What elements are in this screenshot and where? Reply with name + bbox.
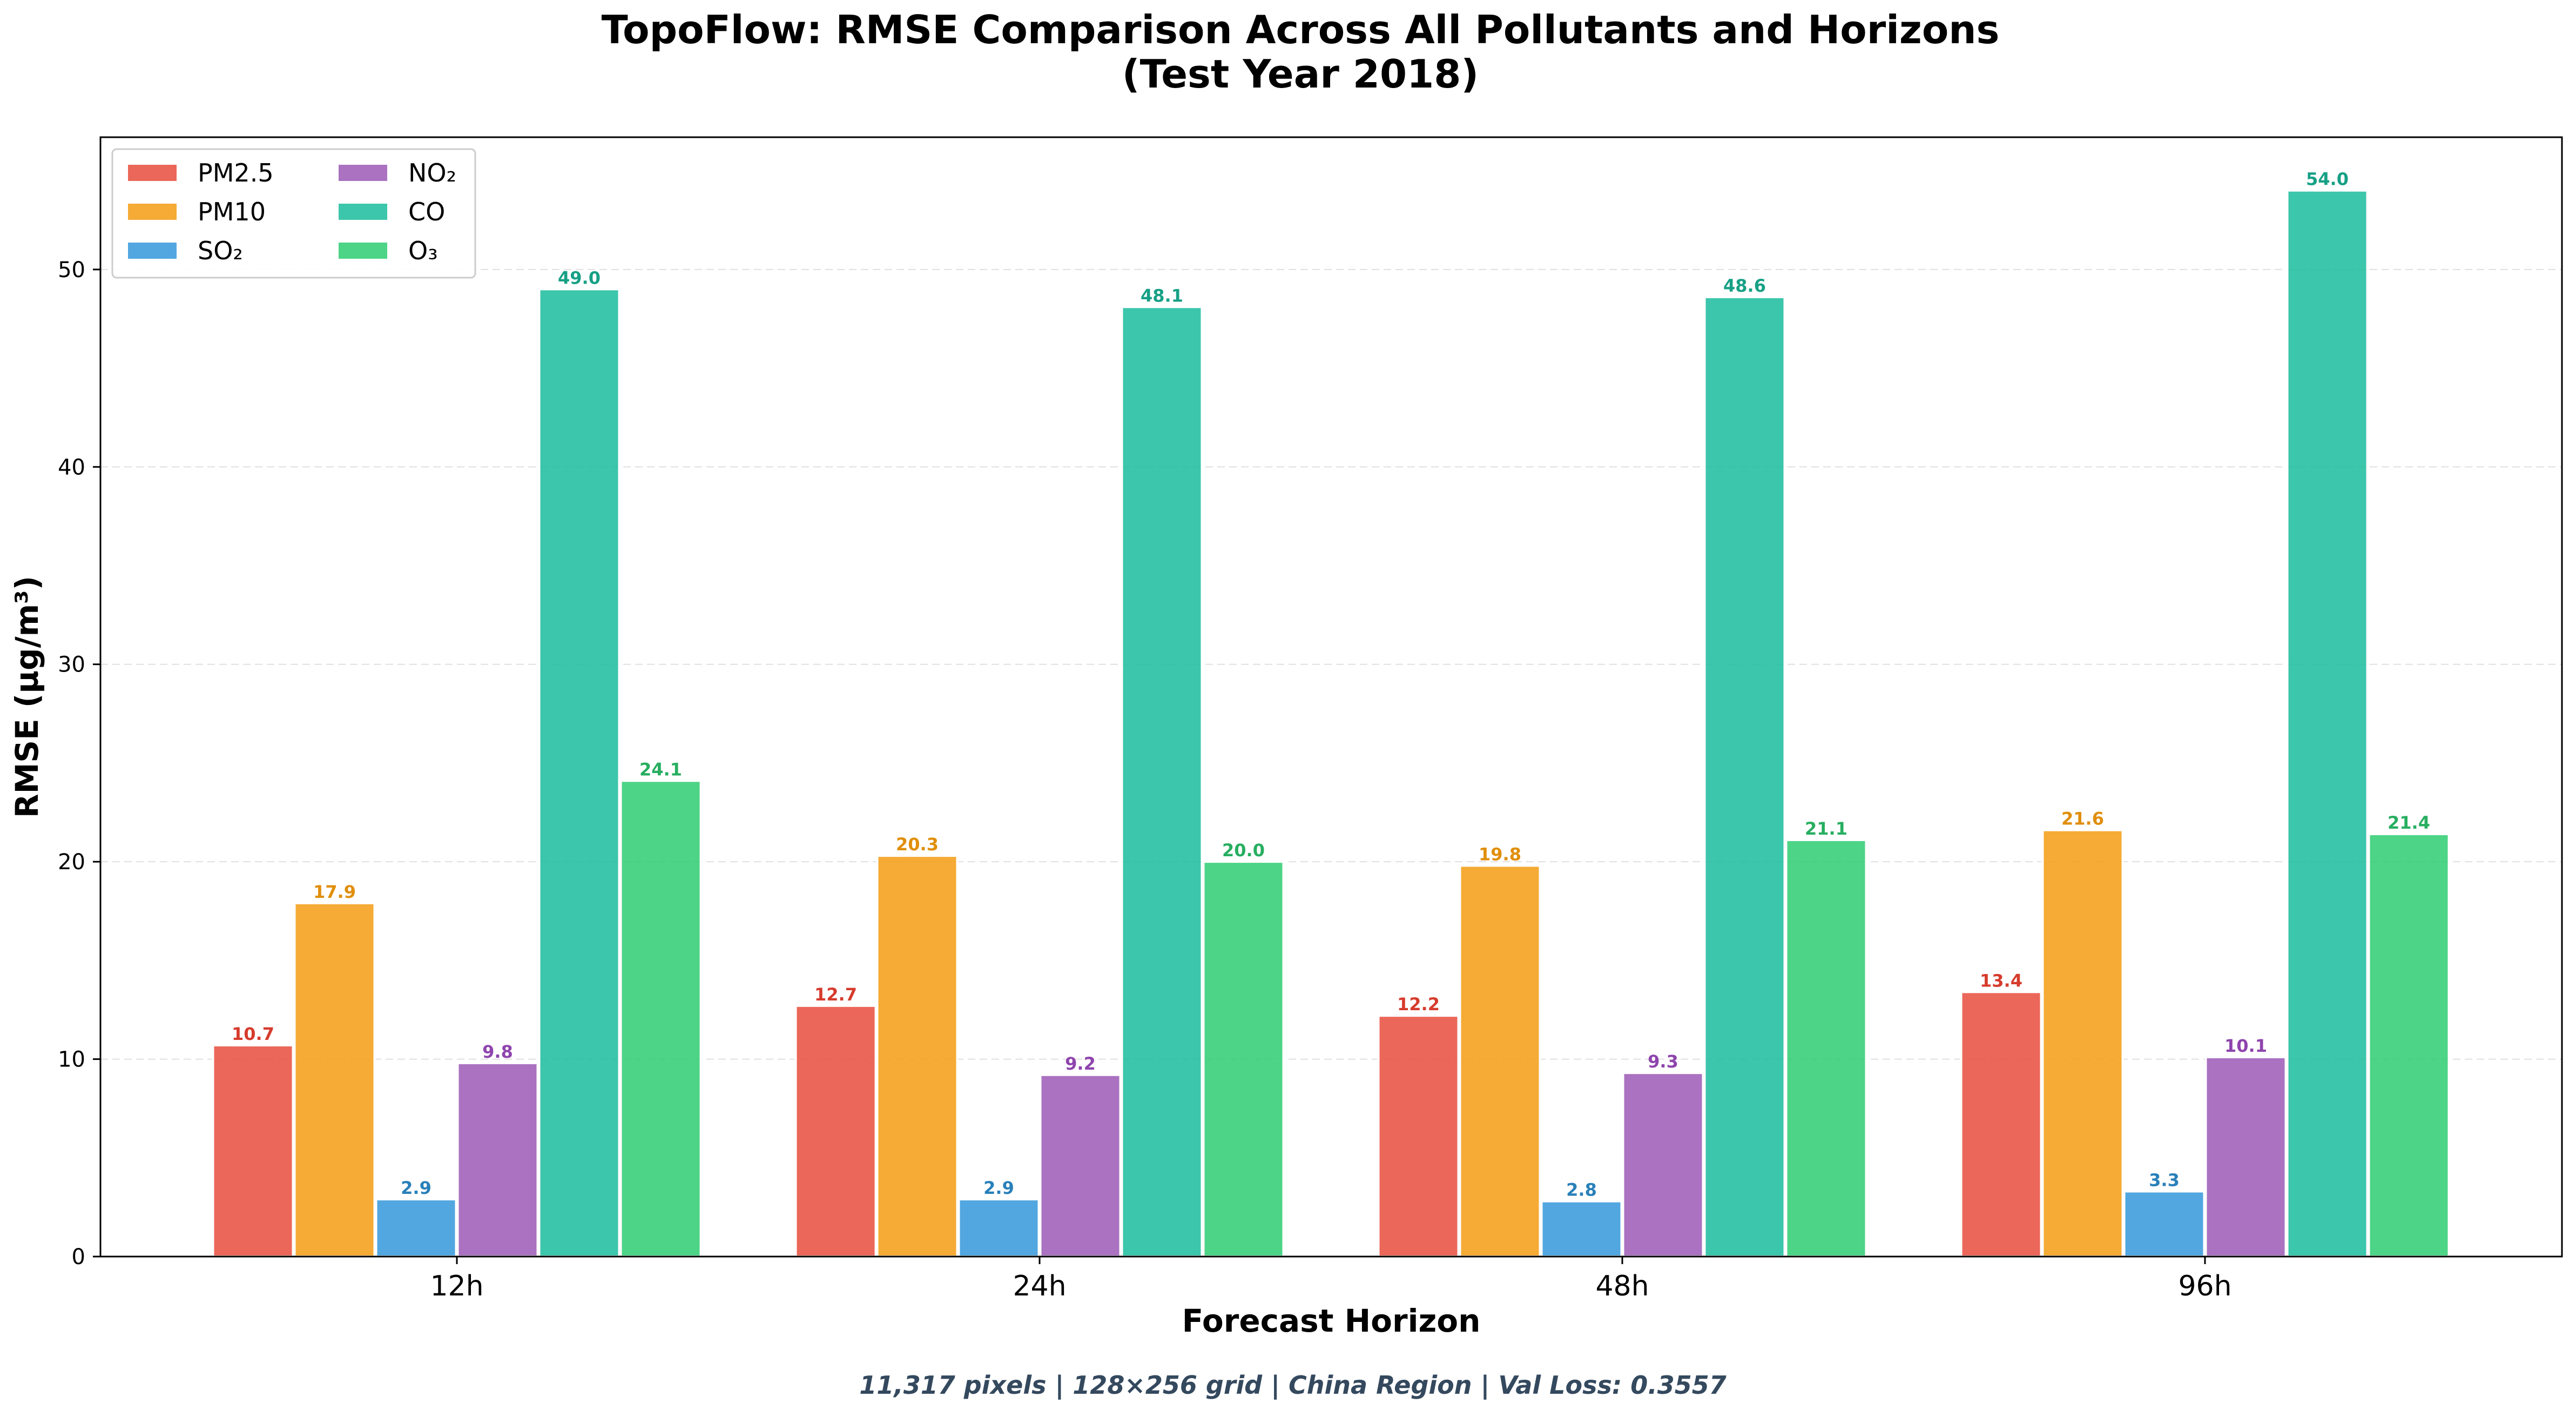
bar [2286, 189, 2369, 1258]
x-axis-label: Forecast Horizon [1182, 1302, 1481, 1339]
bar-value-label: 48.1 [1141, 285, 1183, 306]
bar [293, 902, 376, 1258]
bar [1377, 1015, 1460, 1258]
bar [538, 288, 621, 1258]
legend-label: SO₂ [198, 236, 243, 265]
legend-swatch [127, 203, 178, 221]
x-tick-label: 96h [2178, 1270, 2231, 1302]
bar [876, 855, 959, 1258]
bar-value-label: 10.1 [2224, 1036, 2267, 1056]
y-tick-label: 10 [58, 1047, 85, 1072]
legend: PM2.5 PM10 SO₂ NO₂ CO O₃ [111, 148, 476, 279]
bars [212, 189, 2450, 1258]
bar [1459, 864, 1541, 1258]
chart-title-line1: TopoFlow: RMSE Comparison Across All Pol… [602, 7, 2000, 52]
legend-label: O₃ [408, 236, 438, 265]
bar-value-label: 49.0 [558, 267, 601, 288]
gridlines [100, 268, 2562, 1060]
bar-value-label: 20.0 [1222, 840, 1265, 861]
legend-label: NO₂ [408, 158, 456, 187]
y-tick-label: 50 [58, 258, 85, 283]
bar [1540, 1200, 1623, 1258]
legend-swatch [338, 241, 388, 260]
bar [2368, 832, 2450, 1258]
bar-value-label: 3.3 [2149, 1170, 2180, 1190]
chart-title-line2: (Test Year 2018) [1122, 51, 1479, 97]
bar-value-label: 2.9 [983, 1178, 1014, 1198]
bar [1960, 991, 2042, 1258]
bar [375, 1198, 457, 1258]
legend-label: CO [408, 197, 445, 226]
y-tick-label: 30 [58, 653, 85, 677]
legend-swatch [127, 241, 178, 260]
bar-value-label: 19.8 [1479, 844, 1521, 864]
legend-label: PM10 [198, 197, 266, 226]
bar-value-label: 21.4 [2388, 812, 2430, 833]
bar [456, 1062, 539, 1258]
y-axis: 0 10 20 30 40 50 [58, 258, 100, 1270]
legend-swatch [338, 164, 388, 182]
data-labels: 10.7 17.9 2.9 9.8 49.0 24.1 12.7 20.3 2.9 9.2 48.1… [232, 169, 2430, 1200]
bar-value-label: 10.7 [232, 1024, 274, 1044]
bar-value-label: 9.2 [1065, 1053, 1096, 1074]
bar [1703, 296, 1786, 1258]
bar [2123, 1190, 2206, 1258]
x-axis: 12h 24h 48h 96h [430, 1257, 2232, 1302]
bar-value-label: 13.4 [1980, 970, 2022, 991]
bar-value-label: 9.3 [1648, 1051, 1678, 1072]
bar-value-label: 21.1 [1805, 818, 1847, 839]
bar [1202, 861, 1285, 1258]
plot-frame [99, 136, 2563, 1258]
bar-value-label: 9.8 [482, 1042, 513, 1062]
bar-value-label: 12.2 [1397, 994, 1440, 1015]
legend-swatch [127, 164, 178, 182]
bar-value-label: 20.3 [896, 834, 939, 855]
bar [1785, 838, 1867, 1258]
bar-value-label: 54.0 [2306, 169, 2349, 190]
y-axis-label: RMSE (µg/m³) [9, 576, 45, 818]
bar-value-label: 12.7 [814, 984, 857, 1005]
bar [1121, 306, 1203, 1258]
bar-value-label: 48.6 [1723, 276, 1766, 296]
legend-swatch [338, 203, 388, 221]
bar [794, 1004, 877, 1258]
footnote: 11,317 pixels | 128×256 grid | China Reg… [859, 1371, 1727, 1400]
bar [957, 1198, 1040, 1258]
bar [1622, 1072, 1704, 1258]
bar [619, 780, 702, 1258]
bar-value-label: 17.9 [313, 882, 356, 902]
bar-value-label: 24.1 [639, 759, 682, 780]
x-tick-label: 24h [1013, 1270, 1066, 1302]
y-tick-label: 0 [72, 1245, 85, 1270]
y-tick-label: 20 [58, 850, 85, 875]
bar [212, 1044, 294, 1258]
bar-value-label: 2.8 [1566, 1180, 1597, 1200]
bar-value-label: 2.9 [401, 1178, 431, 1198]
bar [2204, 1056, 2287, 1258]
y-tick-label: 40 [58, 455, 85, 480]
legend-label: PM2.5 [198, 158, 274, 187]
x-tick-label: 12h [430, 1270, 483, 1302]
bar [1039, 1073, 1122, 1258]
bar [2041, 829, 2124, 1258]
x-tick-label: 48h [1595, 1270, 1649, 1302]
bar-value-label: 21.6 [2061, 809, 2104, 829]
